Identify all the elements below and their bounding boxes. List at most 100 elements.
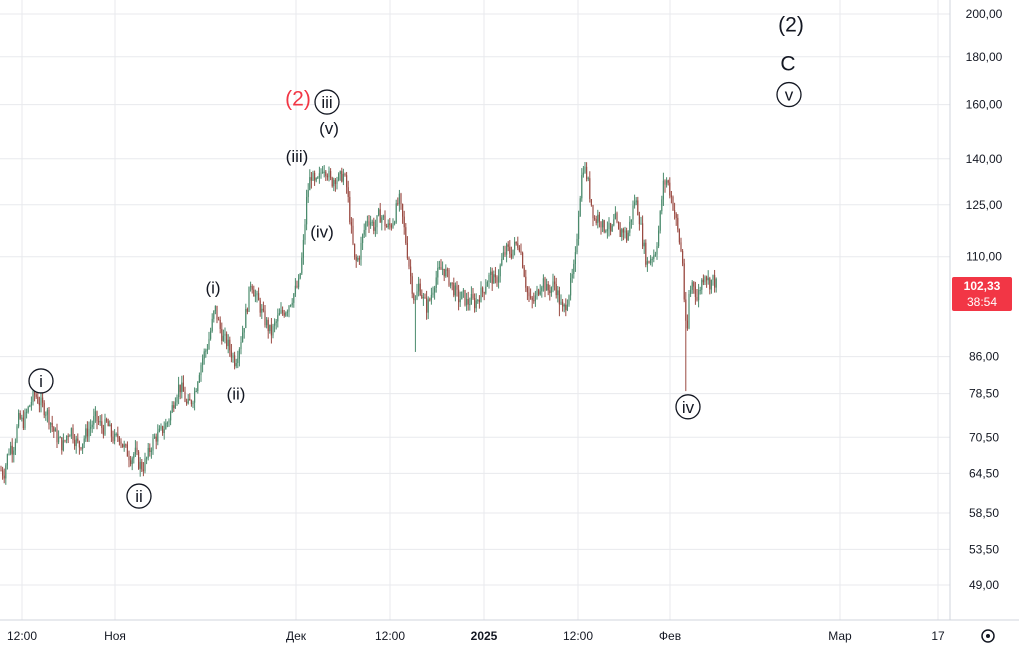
candle-body xyxy=(458,289,460,303)
candle-body xyxy=(214,305,216,311)
candle-body xyxy=(630,219,632,222)
candle-body xyxy=(520,251,522,253)
candle-body xyxy=(461,291,463,300)
candle-body xyxy=(346,175,348,188)
candle-body xyxy=(42,397,44,403)
candle-body xyxy=(486,282,488,287)
price-axis[interactable]: 200,00 180,00 160,00 140,00 125,00 110,00 86,0… xyxy=(966,7,1003,592)
candle-body xyxy=(11,445,13,455)
candle-body xyxy=(562,301,564,307)
candle-body xyxy=(646,261,648,265)
candle-body xyxy=(598,214,600,222)
candle-body xyxy=(387,223,389,228)
candle-body xyxy=(286,311,288,313)
candle-body xyxy=(702,279,704,283)
candle-body xyxy=(550,287,552,293)
candle-body xyxy=(523,267,525,277)
candle-body xyxy=(555,284,557,296)
time-axis[interactable]: 12:00 Ноя Дек 12:00 2025 12:00 Фев Мар 17 xyxy=(7,629,945,643)
candle-body xyxy=(642,223,644,247)
candle-body xyxy=(622,229,624,233)
candle-body xyxy=(238,349,240,359)
candle-body xyxy=(128,456,130,461)
candle-body xyxy=(291,302,293,305)
last-price-countdown: 38:54 xyxy=(967,295,997,309)
candle-body xyxy=(370,222,372,226)
candle-body xyxy=(512,249,514,258)
candle-body xyxy=(450,282,452,286)
candle-body xyxy=(618,221,620,230)
candle-body xyxy=(614,213,616,220)
candle-body xyxy=(272,325,274,336)
candle-body xyxy=(224,333,226,336)
candle-body xyxy=(635,200,637,203)
candle-body xyxy=(187,398,189,404)
wave-label-text: (iii) xyxy=(286,147,309,166)
candle-body xyxy=(240,341,242,350)
candle-body xyxy=(339,171,341,175)
wave-label: (2) xyxy=(778,13,804,36)
wave-label-text: (2) xyxy=(778,13,804,36)
wave-label: ii xyxy=(126,483,152,509)
time-tick-label: 12:00 xyxy=(563,629,593,643)
candle-body xyxy=(427,299,429,313)
candle-body xyxy=(181,382,183,393)
candle-body xyxy=(120,441,122,444)
candle-body xyxy=(162,426,164,433)
candle-body xyxy=(613,219,615,226)
candle-body xyxy=(102,427,104,435)
candle-body xyxy=(693,282,695,287)
candle-body xyxy=(608,223,610,229)
candle-body xyxy=(406,243,408,259)
candle-body xyxy=(35,394,37,397)
candle-body xyxy=(472,293,474,299)
candle-body xyxy=(176,397,178,403)
candle-body xyxy=(158,428,160,432)
candle-body xyxy=(27,406,29,412)
candle-body xyxy=(270,324,272,336)
candle-body xyxy=(374,227,376,231)
settings-icon[interactable] xyxy=(981,629,995,643)
candle-body xyxy=(298,278,300,288)
candle-body xyxy=(554,281,556,285)
candle-body xyxy=(453,283,455,296)
candle-body xyxy=(242,332,244,342)
candle-body xyxy=(13,450,15,455)
candle-body xyxy=(61,437,63,451)
candle-body xyxy=(624,230,626,233)
candle-body xyxy=(418,283,420,292)
candle-body xyxy=(715,278,717,288)
candle-body xyxy=(368,221,370,226)
candle-body xyxy=(344,173,346,176)
wave-label: (iii) xyxy=(286,147,309,166)
candle-body xyxy=(93,416,95,425)
candle-body xyxy=(341,171,343,182)
candle-body xyxy=(333,179,335,187)
candle-body xyxy=(584,166,586,173)
candle-body xyxy=(46,409,48,415)
candle-body xyxy=(130,460,132,465)
candle-body xyxy=(219,319,221,329)
candle-body xyxy=(565,304,567,311)
candle-body xyxy=(226,333,228,347)
candle-body xyxy=(262,308,264,311)
candle-body xyxy=(208,338,210,349)
wave-label: (v) xyxy=(319,119,339,138)
candle-body xyxy=(154,436,156,439)
candle-body xyxy=(32,391,34,402)
candle-body xyxy=(421,294,423,299)
candle-body xyxy=(454,285,456,296)
candle-body xyxy=(670,195,672,197)
candle-body xyxy=(139,461,141,469)
candle-body xyxy=(595,219,597,223)
candle-body xyxy=(318,173,320,178)
candle-body xyxy=(570,278,572,296)
candle-body xyxy=(587,178,589,180)
candle-body xyxy=(650,259,652,264)
candle-body xyxy=(221,328,223,342)
candle-body xyxy=(2,470,4,476)
candle-body xyxy=(539,291,541,295)
candle-body xyxy=(307,190,309,198)
